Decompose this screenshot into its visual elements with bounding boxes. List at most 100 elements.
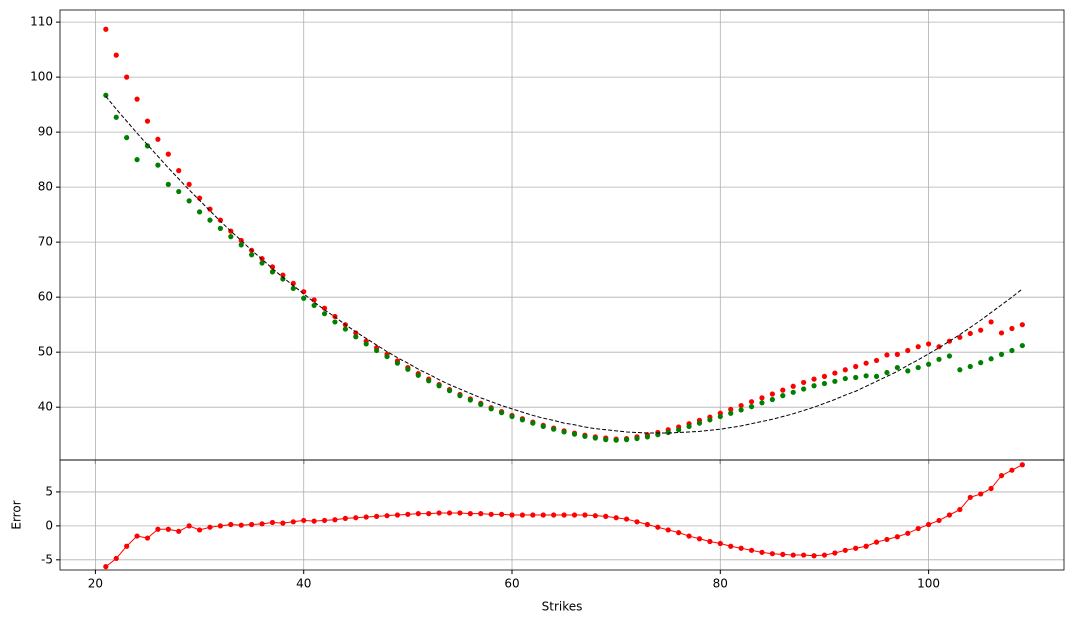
point — [186, 523, 192, 529]
point — [509, 413, 515, 420]
point — [769, 391, 775, 397]
y-tick-label: 70 — [38, 235, 53, 249]
point — [634, 519, 640, 525]
point — [457, 510, 463, 516]
point — [332, 319, 338, 325]
point — [446, 510, 453, 516]
point — [509, 512, 515, 518]
point — [311, 518, 317, 524]
point — [217, 217, 223, 223]
point — [790, 552, 796, 558]
point — [811, 376, 817, 382]
point — [176, 528, 182, 534]
point — [780, 393, 786, 399]
point — [249, 521, 255, 528]
point — [644, 434, 651, 440]
point — [926, 521, 932, 528]
point — [884, 369, 890, 376]
point — [144, 143, 151, 149]
point — [394, 512, 401, 518]
point — [446, 388, 453, 394]
point — [957, 506, 963, 513]
y-tick-label: -5 — [41, 552, 53, 566]
point — [946, 512, 953, 518]
point — [748, 404, 755, 410]
point — [967, 494, 973, 500]
point — [926, 361, 932, 367]
point — [155, 136, 161, 142]
point — [832, 370, 838, 376]
point — [363, 341, 369, 347]
point — [988, 485, 994, 492]
point — [623, 516, 630, 522]
point — [613, 437, 619, 443]
point — [1009, 325, 1015, 332]
point — [519, 417, 526, 423]
point — [738, 545, 744, 551]
point — [259, 260, 265, 266]
point — [530, 512, 536, 518]
point — [894, 351, 900, 357]
point — [342, 515, 348, 521]
point — [811, 553, 817, 559]
point — [759, 395, 765, 401]
point — [290, 285, 296, 291]
point — [467, 397, 473, 403]
y-axis-label: Error — [10, 500, 24, 529]
point — [561, 429, 567, 435]
point — [634, 435, 640, 442]
point — [269, 269, 276, 275]
point — [769, 396, 775, 403]
point — [728, 406, 734, 412]
point — [478, 401, 484, 408]
point — [686, 423, 692, 430]
point — [571, 431, 578, 437]
point — [124, 74, 130, 80]
point — [905, 347, 911, 354]
point — [436, 510, 442, 516]
point — [582, 512, 588, 518]
point — [978, 327, 984, 333]
point — [613, 515, 619, 521]
x-tick-label: 40 — [296, 577, 311, 591]
point — [217, 523, 223, 529]
point — [144, 535, 151, 541]
point — [873, 539, 880, 545]
point — [353, 334, 359, 340]
point — [165, 181, 171, 187]
point — [228, 521, 234, 528]
point — [842, 375, 848, 382]
point — [592, 513, 598, 519]
point — [426, 378, 432, 384]
point — [842, 367, 848, 373]
point — [551, 512, 557, 518]
point — [519, 512, 526, 518]
fit-line — [105, 96, 1023, 434]
point — [853, 374, 859, 381]
x-tick-label: 20 — [88, 577, 103, 591]
point — [988, 356, 994, 362]
point — [592, 435, 598, 441]
point — [801, 379, 807, 386]
point — [780, 551, 786, 557]
point — [696, 536, 703, 542]
point — [842, 547, 848, 553]
point — [1019, 342, 1025, 349]
point — [884, 536, 890, 543]
point — [301, 295, 307, 301]
point — [894, 534, 900, 540]
point — [207, 217, 213, 223]
y-tick-label: 110 — [30, 15, 53, 29]
point — [353, 330, 359, 336]
point — [155, 526, 161, 532]
point — [717, 540, 723, 547]
point — [238, 522, 244, 528]
point — [936, 356, 942, 362]
point — [571, 512, 578, 518]
point — [863, 360, 869, 366]
point — [498, 410, 505, 416]
point — [1019, 462, 1025, 468]
point — [342, 326, 348, 332]
point — [321, 305, 328, 311]
